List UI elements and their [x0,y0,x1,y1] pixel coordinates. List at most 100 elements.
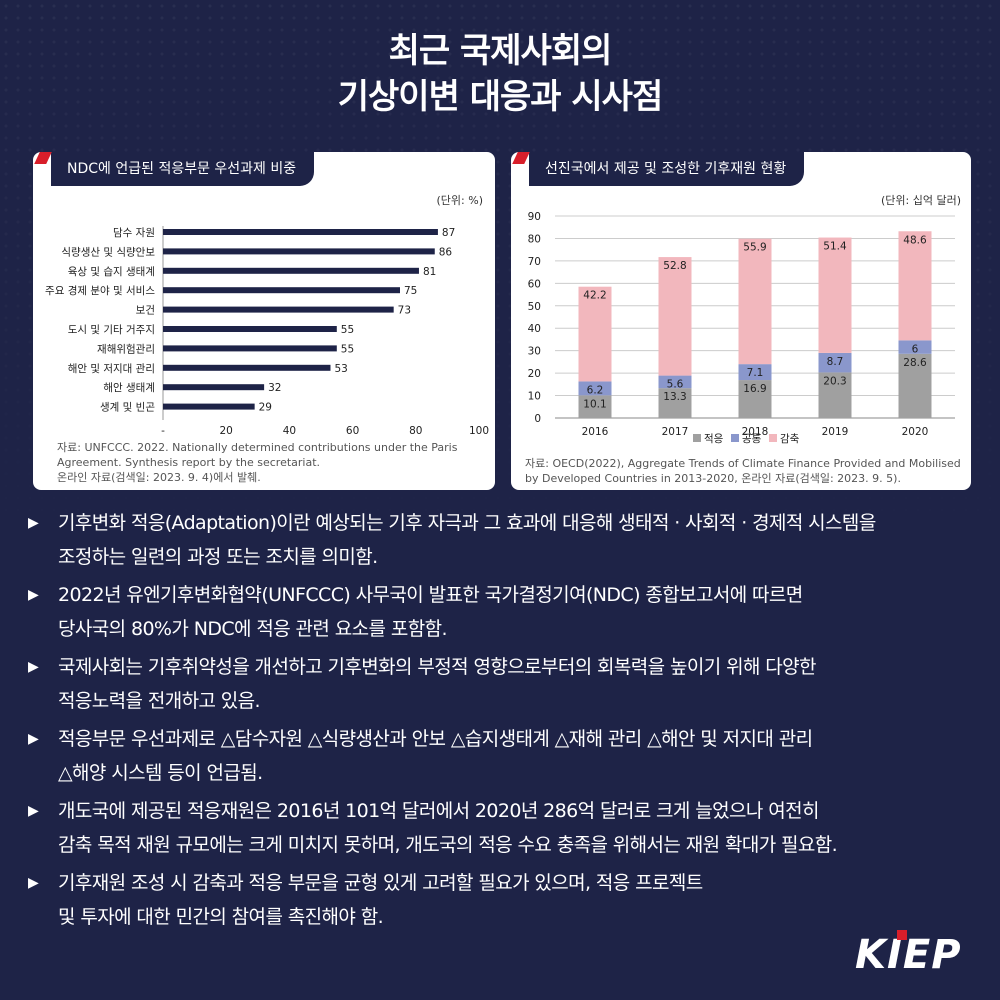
right-source-line: 자료: OECD(2022), Aggregate Trends of Clim… [525,457,961,470]
category-label: 주요 경제 분야 및 서비스 [45,284,155,297]
y-tick-label: 60 [528,278,541,290]
bar [163,384,265,391]
data-label: 13.3 [663,391,686,403]
stack-segment [738,238,772,365]
category-label: 해안 및 저지대 관리 [68,362,155,375]
bullet-line: 국제사회는 기후취약성을 개선하고 기후변화의 부정적 영향으로부터의 회복력을… [58,656,817,678]
data-label: 73 [398,305,411,317]
x-tick-label: 60 [346,425,359,437]
category-label: 보건 [136,305,155,317]
bar [163,267,419,274]
legend-swatch [693,434,701,442]
bullet-line: △해양 시스템 등이 언급됨. [58,762,263,784]
right-chart-unit: (단위: 십억 달러) [881,194,961,207]
bullet-item: ▶ 기후재원 조성 시 감축과 적응 부문을 균형 있게 고려할 필요가 있으며,… [28,866,978,934]
y-tick-label: 30 [528,346,541,358]
x-tick-label: 2016 [582,426,609,438]
x-tick-label: 2017 [662,426,689,438]
data-label: 87 [442,227,455,239]
stack-segment [578,381,612,396]
data-label: 86 [439,246,453,258]
bullet-item: ▶ 기후변화 적응(Adaptation)이란 예상되는 기후 자극과 그 효과에… [28,506,978,574]
bullet-line: 및 투자에 대한 민간의 참여를 촉진해야 함. [58,906,384,928]
right-chart-panel: 선진국에서 제공 및 조성한 기후재원 현황 (단위: 십억 달러) 0 10 20 3… [511,152,971,490]
bar [163,345,337,352]
stack-segment [898,231,932,341]
data-label: 28.6 [903,357,927,369]
legend-label: 공통 [742,433,762,445]
legend-label: 감축 [780,433,800,445]
x-tick-label: 80 [409,425,422,437]
data-label: 8.7 [827,356,844,368]
data-label: 55 [341,324,354,336]
stack-segment [658,388,692,418]
data-label: 32 [268,382,281,394]
stack-segment [898,340,932,354]
stack-segment [898,353,932,418]
bullet-line: 2022년 유엔기후변화협약(UNFCCC) 사무국이 발표한 국가결정기여(N… [58,584,803,606]
stack-segment [578,395,612,418]
triangle-right-icon: ▶ [28,587,39,603]
category-label: 식량생산 및 식량안보 [61,246,155,258]
page-title: 최근 국제사회의 기상이변 대응과 시사점 [0,28,1000,120]
x-tick-label: 20 [220,425,233,437]
legend-swatch [769,434,777,442]
x-tick-label: 100 [469,425,489,437]
data-label: 5.6 [667,379,684,391]
data-label: 29 [259,402,272,414]
data-label: 55.9 [743,242,766,254]
bullet-line: 기후변화 적응(Adaptation)이란 예상되는 기후 자극과 그 효과에 … [58,512,876,534]
bar [163,364,331,371]
legend-swatch [731,434,739,442]
x-tick-label: - [161,425,165,437]
kiep-logo: KIEP [855,930,979,980]
x-tick-label: 2020 [902,426,929,438]
bullet-line: 기후재원 조성 시 감축과 적응 부문을 균형 있게 고려할 필요가 있으며, … [58,872,703,894]
stack-segment [738,364,772,381]
bar [163,403,255,410]
category-label: 해안 생태계 [103,381,155,394]
y-tick-label: 50 [528,301,541,313]
triangle-right-icon: ▶ [28,731,39,747]
data-label: 51.4 [823,241,847,253]
category-label: 담수 자원 [113,227,155,239]
y-tick-label: 80 [528,233,541,245]
category-label: 재해위험관리 [97,342,155,355]
x-tick-label: 2018 [742,426,769,438]
data-label: 6 [912,343,919,355]
bar [163,229,438,235]
data-label: 75 [404,285,417,297]
adaptation-priority-bar-chart: (단위: %) 담수 자원 87 식량생산 및 식량안보 86 육상 및 습지 생태계 81… [45,194,489,437]
key-points-list: ▶ 기후변화 적응(Adaptation)이란 예상되는 기후 자극과 그 효과에… [28,506,978,938]
bullet-line: 적응부문 우선과제로 △담수자원 △식량생산과 안보 △습지생태계 △재해 관리… [58,728,813,750]
bullet-line: 개도국에 제공된 적응재원은 2016년 101억 달러에서 2020년 286… [58,800,819,822]
legend-label: 적응 [704,433,724,445]
left-source-line: 온라인 자료(검색일: 2023. 9. 4)에서 발췌. [57,471,261,484]
y-tick-label: 90 [528,211,541,223]
data-label: 20.3 [823,375,846,387]
stack-segment [578,286,612,382]
data-label: 55 [341,343,354,355]
category-label: 생계 및 빈곤 [100,402,155,414]
bar [163,306,394,313]
data-label: 7.1 [747,367,764,379]
bullet-item: ▶ 2022년 유엔기후변화협약(UNFCCC) 사무국이 발표한 국가결정기여(… [28,578,978,646]
bullet-line: 적응노력을 전개하고 있음. [58,690,261,712]
left-chart-unit: (단위: %) [437,194,483,207]
bar [163,326,337,332]
data-label: 10.1 [583,398,606,410]
bullet-item: ▶ 적응부문 우선과제로 △담수자원 △식량생산과 안보 △습지생태계 △재해 관… [28,722,978,790]
x-tick-label: 40 [283,425,296,437]
stack-segment [818,352,852,373]
stack-segment [658,375,692,389]
triangle-right-icon: ▶ [28,875,39,891]
bar [163,287,400,294]
left-chart-panel: NDC에 언급된 적응부문 우선과제 비중 (단위: %) 담수 자원 87 식량생산… [33,152,495,490]
y-tick-label: 70 [528,256,541,268]
stack-segment [818,237,852,353]
y-tick-label: 40 [528,323,541,335]
climate-finance-stacked-bar-chart: (단위: 십억 달러) 0 10 20 30 40 50 60 70 80 90 10.1 6.2 42.… [528,194,961,445]
triangle-right-icon: ▶ [28,515,39,531]
stack-segment [658,257,692,376]
bullet-item: ▶ 개도국에 제공된 적응재원은 2016년 101억 달러에서 2020년 28… [28,794,978,862]
